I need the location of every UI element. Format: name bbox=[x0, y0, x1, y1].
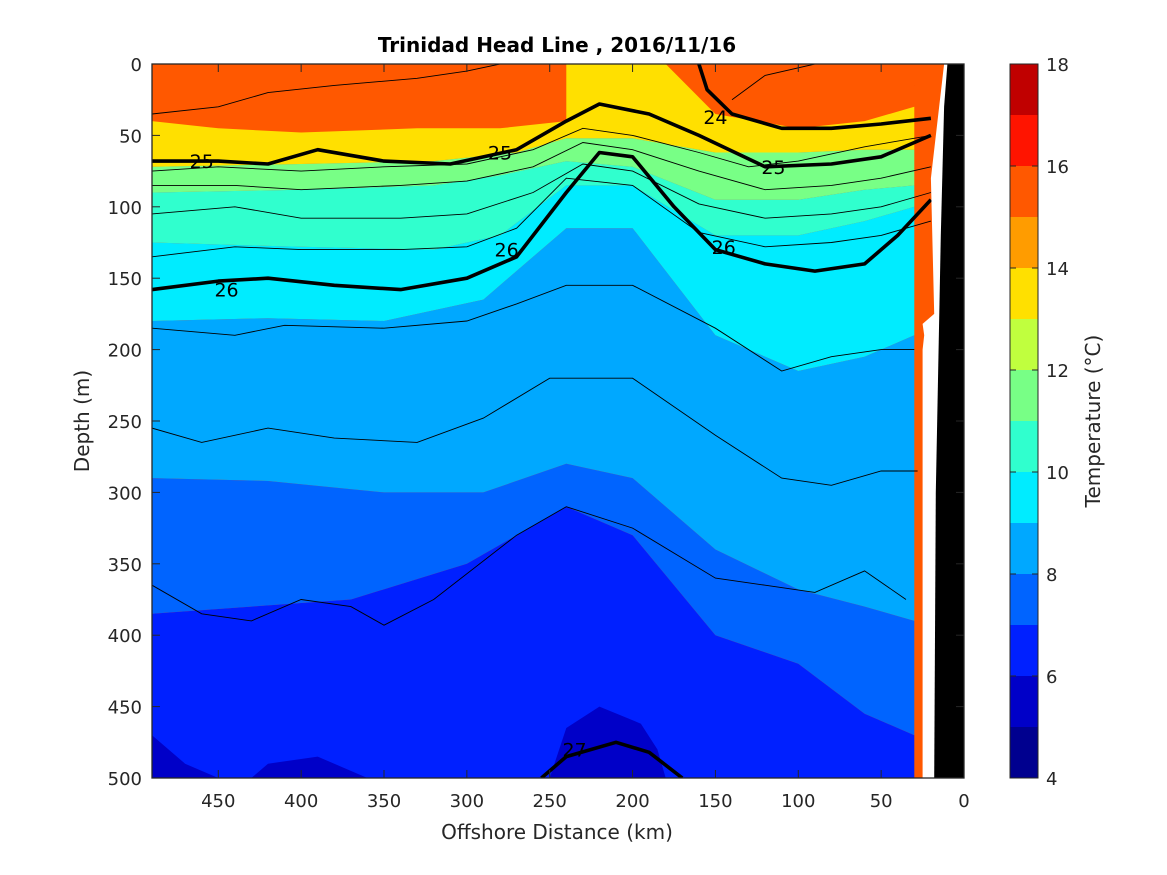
y-axis-label: Depth (m) bbox=[70, 370, 94, 472]
temperature-band bbox=[549, 706, 666, 778]
temperature-band bbox=[152, 228, 915, 621]
temperature-band bbox=[152, 463, 915, 736]
colorbar-tick-label: 14 bbox=[1046, 259, 1069, 280]
contour-line bbox=[152, 506, 907, 626]
temperature-band bbox=[251, 756, 368, 778]
y-tick-label: 150 bbox=[108, 269, 142, 290]
contour-label: 27 bbox=[562, 739, 586, 761]
x-tick-label: 200 bbox=[615, 791, 649, 812]
contour-line bbox=[152, 142, 932, 191]
colorbar-tick-label: 18 bbox=[1046, 55, 1069, 76]
colorbar-tick-label: 6 bbox=[1046, 667, 1057, 688]
contour-line bbox=[152, 377, 918, 486]
colorbar-swatch bbox=[1010, 523, 1038, 574]
temperature-band bbox=[152, 64, 567, 133]
contour-bold-27 bbox=[540, 740, 684, 778]
y-tick-label: 350 bbox=[108, 555, 142, 576]
contour-bold-25 bbox=[152, 102, 932, 169]
x-tick-label: 100 bbox=[781, 791, 815, 812]
temperature-band bbox=[152, 138, 915, 200]
colorbar-swatch bbox=[1010, 727, 1038, 778]
colorbar-swatch bbox=[1010, 370, 1038, 421]
colorbar-tick-label: 16 bbox=[1046, 157, 1069, 178]
colorbar-swatch bbox=[1010, 64, 1038, 115]
plot-area: 25 25 25 24 26 26 26 27 bbox=[152, 64, 964, 778]
contour-label: 26 bbox=[712, 237, 736, 259]
colorbar-swatch bbox=[1010, 217, 1038, 268]
x-tick-label: 250 bbox=[533, 791, 567, 812]
colorbar-tick-label: 4 bbox=[1046, 769, 1057, 790]
y-tick-label: 250 bbox=[108, 412, 142, 433]
y-tick-label: 0 bbox=[131, 55, 142, 76]
colorbar: 4 6 8 10 12 14 16 18 bbox=[1009, 55, 1069, 790]
y-tick-label: 400 bbox=[108, 626, 142, 647]
x-tick-label: 150 bbox=[698, 791, 732, 812]
temperature-band bbox=[152, 64, 915, 167]
y-tick-label: 50 bbox=[119, 126, 142, 147]
x-tick-label: 450 bbox=[201, 791, 235, 812]
colorbar-tick-label: 8 bbox=[1046, 565, 1057, 586]
contour-label: 25 bbox=[761, 157, 785, 179]
colorbar-swatch bbox=[1010, 472, 1038, 523]
colorbar-swatch bbox=[1010, 268, 1038, 319]
colorbar-swatch bbox=[1010, 319, 1038, 370]
x-tick-label: 400 bbox=[284, 791, 318, 812]
contour-label: 26 bbox=[214, 280, 238, 302]
chart-title: Trinidad Head Line , 2016/11/16 bbox=[378, 33, 736, 57]
contour-line bbox=[152, 127, 931, 172]
contour-bold-26 bbox=[152, 150, 933, 292]
y-tick-label: 500 bbox=[108, 769, 142, 790]
x-axis-label: Offshore Distance (km) bbox=[441, 820, 673, 844]
contour-label: 26 bbox=[495, 240, 519, 262]
colorbar-frame bbox=[1009, 63, 1039, 779]
colorbar-tick-label: 10 bbox=[1046, 463, 1069, 484]
temperature-band bbox=[152, 185, 915, 371]
contour-label: 25 bbox=[488, 143, 512, 165]
contour-line bbox=[152, 284, 915, 372]
contour-label: 25 bbox=[190, 151, 214, 173]
y-tick-label: 100 bbox=[108, 198, 142, 219]
colorbar-label: Temperature (°C) bbox=[1081, 335, 1105, 509]
y-tick-label: 200 bbox=[108, 341, 142, 362]
colorbar-swatch bbox=[1010, 625, 1038, 676]
x-tick-label: 0 bbox=[958, 791, 969, 812]
temperature-band bbox=[152, 161, 915, 250]
contour-bold-24 bbox=[697, 64, 932, 131]
contour-label: 24 bbox=[703, 107, 727, 129]
y-axis: 0 50 100 150 200 250 300 350 400 450 500 bbox=[108, 55, 964, 790]
y-tick-label: 300 bbox=[108, 483, 142, 504]
y-tick-label: 450 bbox=[108, 698, 142, 719]
colorbar-tick-label: 12 bbox=[1046, 361, 1069, 382]
contour-line bbox=[152, 163, 932, 219]
x-tick-label: 50 bbox=[870, 791, 893, 812]
x-tick-label: 350 bbox=[367, 791, 401, 812]
colorbar-swatch bbox=[1010, 676, 1038, 727]
x-axis: 450 400 350 300 250 200 150 100 50 0 bbox=[201, 64, 970, 812]
colorbar-swatch bbox=[1010, 115, 1038, 166]
contour-line bbox=[152, 177, 932, 258]
temperature-band bbox=[152, 735, 219, 778]
colorbar-swatch bbox=[1010, 421, 1038, 472]
x-tick-label: 300 bbox=[450, 791, 484, 812]
colorbar-swatch bbox=[1010, 166, 1038, 217]
colorbar-swatch bbox=[1010, 574, 1038, 625]
temperature-band bbox=[152, 506, 915, 778]
land-mask-black bbox=[934, 64, 964, 778]
